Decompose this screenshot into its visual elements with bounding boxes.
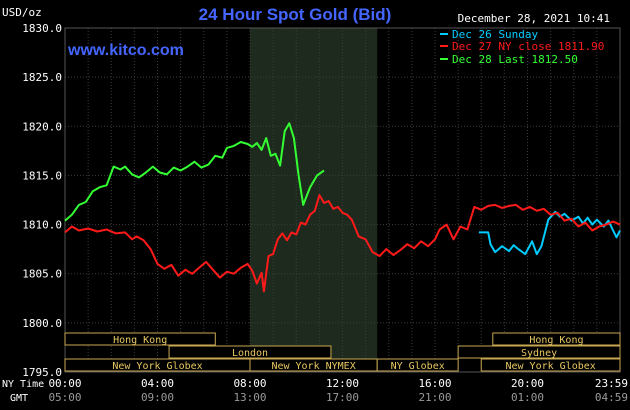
market-session-label: NY Globex bbox=[391, 361, 445, 372]
y-tick-label: 1815.0 bbox=[22, 169, 62, 182]
market-session-label: New York NYMEX bbox=[271, 361, 355, 372]
market-session-box bbox=[457, 345, 621, 359]
gmt-tick-label: 01:00 bbox=[511, 391, 544, 404]
market-session-label: Sydney bbox=[521, 348, 557, 359]
y-axis-ticks: 1795.0 1800.0 1805.0 1810.0 1815.0 1820.0 1825… bbox=[22, 22, 62, 379]
x-tick-label: 20:00 bbox=[511, 377, 544, 390]
plot-frame bbox=[64, 27, 621, 373]
x-tick-label: 00:00 bbox=[48, 377, 81, 390]
legend-item-3: Dec 28 Last 1812.50 bbox=[452, 53, 578, 66]
nymex-session-band bbox=[250, 28, 378, 372]
gmt-row-label: GMT bbox=[10, 393, 28, 404]
x-tick-label: 08:00 bbox=[233, 377, 266, 390]
chart-title: 24 Hour Spot Gold (Bid) bbox=[199, 5, 392, 24]
unit-label: USD/oz bbox=[2, 6, 42, 19]
market-session-label: New York Globex bbox=[112, 361, 202, 372]
y-tick-label: 1820.0 bbox=[22, 120, 62, 133]
series-lines bbox=[64, 122, 621, 293]
y-tick-label: 1810.0 bbox=[22, 219, 62, 232]
gmt-tick-label: 05:00 bbox=[48, 391, 81, 404]
gmt-tick-label: 04:59 bbox=[595, 391, 628, 404]
y-tick-label: 1825.0 bbox=[22, 71, 62, 84]
legend: Dec 26 Sunday Dec 27 NY close 1811.90 De… bbox=[440, 28, 604, 66]
market-session-label: New York Globex bbox=[505, 361, 595, 372]
y-tick-label: 1805.0 bbox=[22, 268, 62, 281]
shaded-band bbox=[250, 28, 378, 372]
market-session-box bbox=[168, 345, 332, 359]
market-session-label: London bbox=[232, 348, 268, 359]
y-tick-label: 1800.0 bbox=[22, 317, 62, 330]
gmt-tick-label: 13:00 bbox=[233, 391, 266, 404]
ny-time-row-label: NY Time bbox=[2, 379, 44, 390]
series-line-1 bbox=[478, 210, 621, 256]
market-session-box bbox=[480, 358, 621, 372]
timestamp: December 28, 2021 10:41 bbox=[458, 12, 610, 25]
y-tick-label: 1830.0 bbox=[22, 22, 62, 35]
grid bbox=[64, 27, 621, 373]
website-link[interactable]: www.kitco.com bbox=[67, 42, 184, 59]
series-line-2 bbox=[64, 194, 621, 293]
x-tick-label: 23:59 bbox=[595, 377, 628, 390]
legend-item-2: Dec 27 NY close 1811.90 bbox=[452, 40, 604, 53]
market-session-label: Hong Kong bbox=[529, 335, 583, 346]
x-tick-label: 16:00 bbox=[418, 377, 451, 390]
market-session-box bbox=[64, 332, 216, 346]
market-sessions: Hong Kong Hong Kong London Sydney New York G… bbox=[64, 332, 621, 372]
x-tick-label: 12:00 bbox=[326, 377, 359, 390]
gmt-tick-label: 17:00 bbox=[326, 391, 359, 404]
gmt-tick-label: 21:00 bbox=[418, 391, 451, 404]
y-tick-label: 1795.0 bbox=[22, 366, 62, 379]
market-session-box bbox=[376, 358, 459, 372]
x-tick-label: 04:00 bbox=[141, 377, 174, 390]
market-session-label: Hong Kong bbox=[113, 335, 167, 346]
market-session-box bbox=[492, 332, 621, 346]
gmt-tick-label: 09:00 bbox=[141, 391, 174, 404]
legend-item-1: Dec 26 Sunday bbox=[452, 28, 538, 41]
series-line-3 bbox=[64, 122, 325, 222]
